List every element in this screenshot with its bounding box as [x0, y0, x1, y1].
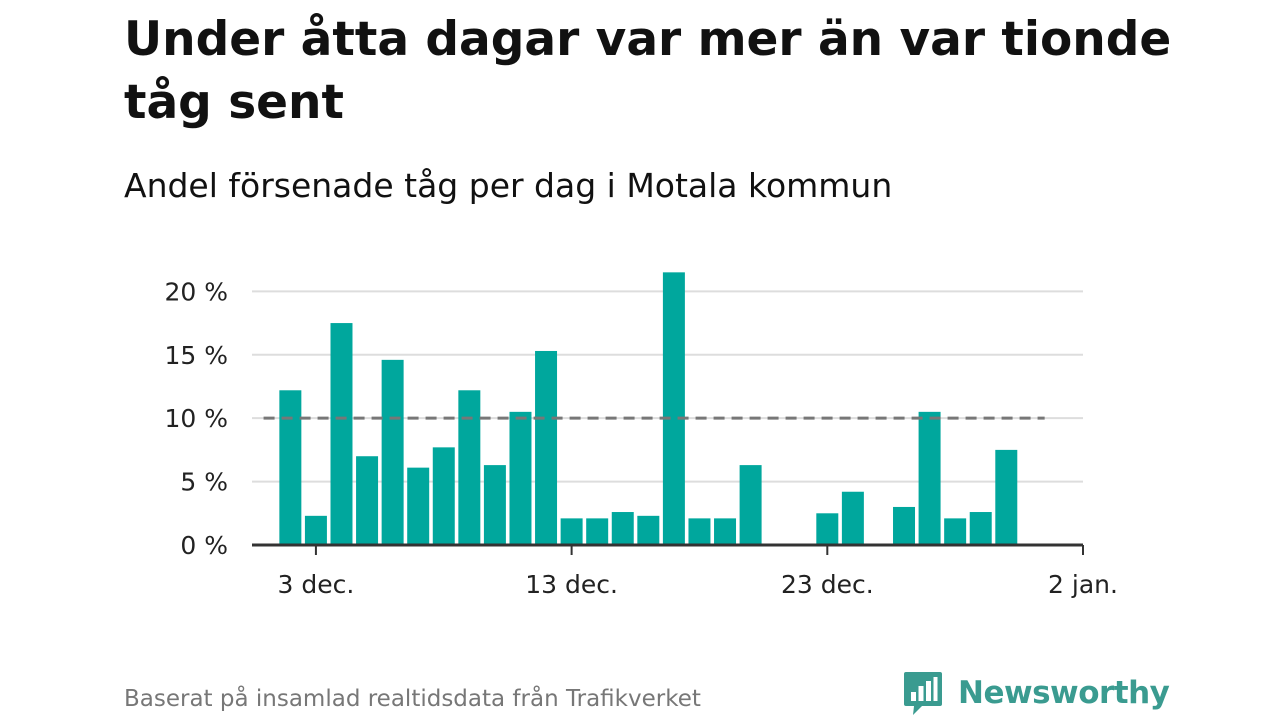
x-tick-label: 2 jan. — [1048, 570, 1118, 599]
bar — [714, 518, 737, 545]
chart-subtitle: Andel försenade tåg per dag i Motala kom… — [124, 166, 893, 205]
bar — [841, 491, 864, 545]
bar — [304, 515, 327, 545]
bar — [381, 359, 404, 545]
bar — [944, 518, 967, 545]
bar — [637, 515, 660, 545]
y-tick-label: 5 % — [180, 468, 228, 497]
bar — [560, 518, 583, 545]
bar — [432, 447, 455, 545]
chart-title: Under åtta dagar var mer än var tionde t… — [124, 12, 1172, 130]
x-tick-label: 3 dec. — [278, 570, 355, 599]
bar-chart: 0 % 5 % 10 % 15 % 20 % 3 dec. 13 dec. 23 dec. 2 … — [164, 272, 1118, 599]
source-note: Baserat på insamlad realtidsdata från Tr… — [124, 686, 701, 712]
y-tick-label: 10 % — [164, 404, 228, 433]
x-tick-label: 23 dec. — [781, 570, 874, 599]
bar — [535, 350, 558, 545]
bar — [969, 512, 992, 545]
bar — [356, 456, 379, 545]
bar — [586, 518, 609, 545]
bar — [739, 465, 762, 545]
brand-name: Newsworthy — [958, 675, 1170, 711]
newsworthy-logo-icon — [904, 672, 942, 715]
bar — [688, 518, 711, 545]
bar — [893, 506, 916, 545]
x-tick-label: 13 dec. — [525, 570, 618, 599]
y-tick-label: 0 % — [180, 531, 228, 560]
bar — [483, 465, 506, 545]
bar — [279, 390, 302, 545]
bar — [611, 512, 634, 545]
y-tick-label: 15 % — [164, 341, 228, 370]
y-tick-label: 20 % — [164, 277, 228, 306]
bar — [995, 449, 1018, 545]
brand-logo: Newsworthy — [902, 670, 1170, 716]
bar — [918, 411, 941, 545]
bar — [458, 390, 481, 545]
bar — [509, 411, 532, 545]
bar — [816, 513, 839, 545]
bar — [662, 272, 685, 545]
bar — [330, 323, 353, 545]
bar — [407, 467, 430, 545]
